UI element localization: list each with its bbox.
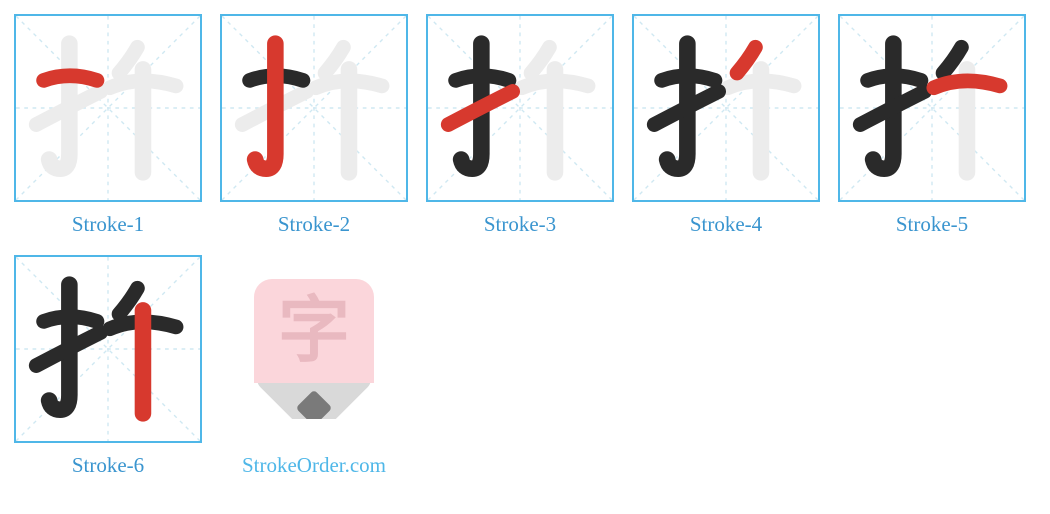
stroke-caption: Stroke-6: [72, 453, 144, 478]
logo-character: 字: [278, 295, 350, 367]
footer-label: StrokeOrder.com: [242, 453, 386, 478]
stroke-box: [14, 255, 202, 443]
character-glyph: [840, 16, 1024, 200]
guide-grid: [16, 257, 200, 441]
stroke-cell-6: Stroke-6: [14, 255, 202, 478]
guide-grid: [634, 16, 818, 200]
guide-grid: [222, 16, 406, 200]
stroke-box: [426, 14, 614, 202]
guide-grid: [16, 16, 200, 200]
guide-grid: [428, 16, 612, 200]
character-glyph: [634, 16, 818, 200]
logo-cell: 字 StrokeOrder.com: [220, 255, 408, 478]
stroke-box: [14, 14, 202, 202]
stroke-cell-1: Stroke-1: [14, 14, 202, 237]
character-glyph: [222, 16, 406, 200]
stroke-cell-3: Stroke-3: [426, 14, 614, 237]
stroke-caption: Stroke-4: [690, 212, 762, 237]
stroke-caption: Stroke-5: [896, 212, 968, 237]
logo-box: 字: [220, 255, 408, 443]
stroke-caption: Stroke-3: [484, 212, 556, 237]
pencil-tip-icon: [254, 377, 374, 419]
stroke-cell-5: Stroke-5: [838, 14, 1026, 237]
guide-grid: [840, 16, 1024, 200]
character-glyph: [428, 16, 612, 200]
stroke-box: [838, 14, 1026, 202]
stroke-caption: Stroke-1: [72, 212, 144, 237]
stroke-cell-2: Stroke-2: [220, 14, 408, 237]
stroke-cell-4: Stroke-4: [632, 14, 820, 237]
stroke-caption: Stroke-2: [278, 212, 350, 237]
logo-mark: 字: [254, 279, 374, 419]
stroke-box: [220, 14, 408, 202]
character-glyph: [16, 257, 200, 441]
character-glyph: [16, 16, 200, 200]
logo-head: 字: [254, 279, 374, 383]
stroke-box: [632, 14, 820, 202]
